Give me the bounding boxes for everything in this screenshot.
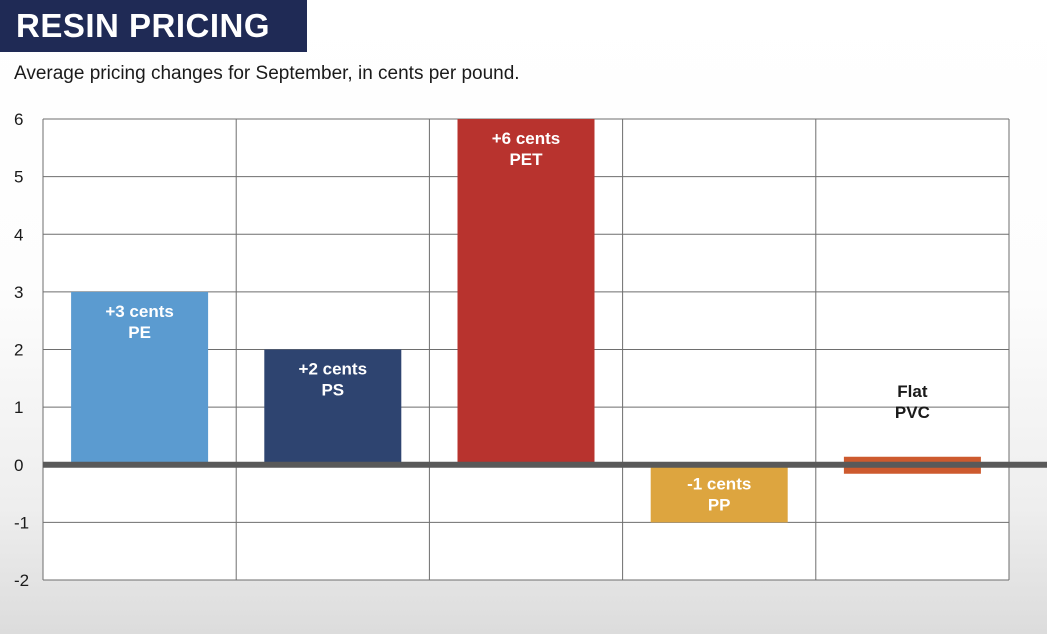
bar-data-label: PS [321, 381, 344, 400]
y-tick-label: 1 [14, 398, 23, 417]
title-banner: RESIN PRICING [0, 0, 307, 52]
bar-data-label: +6 cents [492, 129, 561, 148]
y-tick-label: 0 [14, 456, 23, 475]
y-tick-label: 5 [14, 168, 23, 187]
y-tick-label: 4 [14, 225, 23, 244]
chart-title: RESIN PRICING [16, 7, 271, 44]
bar-data-label: +2 cents [299, 360, 368, 379]
bar-pp [650, 464, 788, 523]
y-tick-label: 2 [14, 341, 23, 360]
y-tick-label: -2 [14, 571, 29, 590]
bar-data-label: PP [708, 495, 731, 514]
chart-subtitle: Average pricing changes for September, i… [14, 63, 520, 84]
bar-data-label: Flat [897, 382, 928, 401]
bar-ps [264, 349, 402, 465]
y-tick-label: 6 [14, 110, 23, 129]
y-tick-label: 3 [14, 283, 23, 302]
bar-data-label: PET [509, 150, 543, 169]
bar-data-label: -1 cents [687, 474, 751, 493]
bar-data-label: PVC [895, 403, 930, 422]
y-tick-label: -1 [14, 513, 29, 532]
bar-pet [457, 119, 595, 465]
bar-data-label: PE [128, 323, 151, 342]
bar-data-label: +3 cents [105, 302, 174, 321]
bar-pe [71, 291, 209, 465]
